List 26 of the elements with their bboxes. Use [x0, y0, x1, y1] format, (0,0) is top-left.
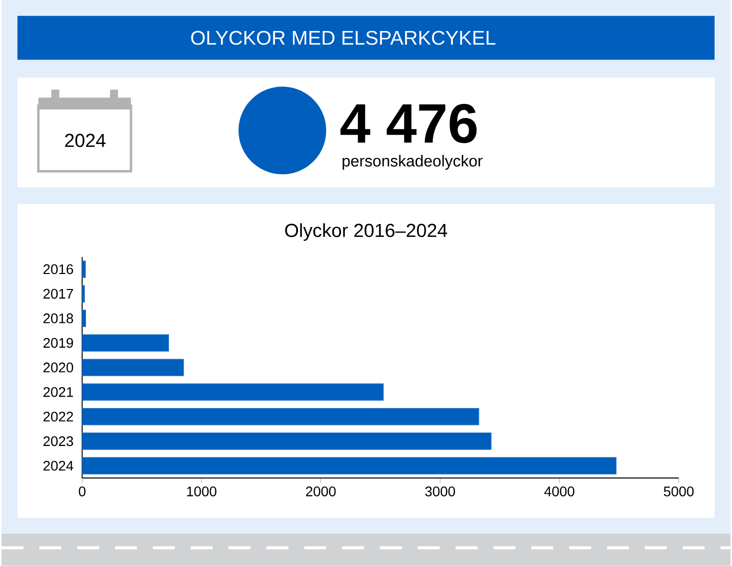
x-tick-label: 2000 [306, 486, 336, 497]
bar [82, 384, 384, 401]
text: personskadeolyckor [342, 155, 483, 170]
y-tick-label: 2024 [43, 460, 74, 471]
bar [82, 408, 480, 426]
y-tick-label: 2018 [43, 314, 74, 324]
x-tick-label: 1000 [187, 486, 216, 497]
x-tick-label: 3000 [425, 486, 456, 497]
y-tick-label: 2019 [43, 338, 74, 348]
x-tick-label: 4000 [544, 486, 574, 497]
chart-title: Olyckor 2016–2024 [285, 223, 448, 241]
y-tick-label: 2023 [43, 436, 74, 446]
y-tick-label: 2016 [43, 264, 74, 274]
x-tick-label: 0 [78, 486, 86, 497]
bar [82, 457, 616, 475]
bar [82, 432, 492, 450]
y-tick-label: 2021 [43, 387, 73, 398]
bar [82, 334, 169, 352]
text: 2024 [65, 134, 106, 148]
x-tick-label: 5000 [664, 486, 694, 497]
y-tick-label: 2022 [43, 412, 73, 422]
bar [82, 358, 184, 376]
y-tick-label: 2020 [43, 362, 74, 373]
y-tick-label: 2017 [43, 289, 73, 299]
text: 4 476 [340, 104, 477, 144]
text: OLYCKOR MED ELSPARKCYKEL [191, 30, 496, 46]
